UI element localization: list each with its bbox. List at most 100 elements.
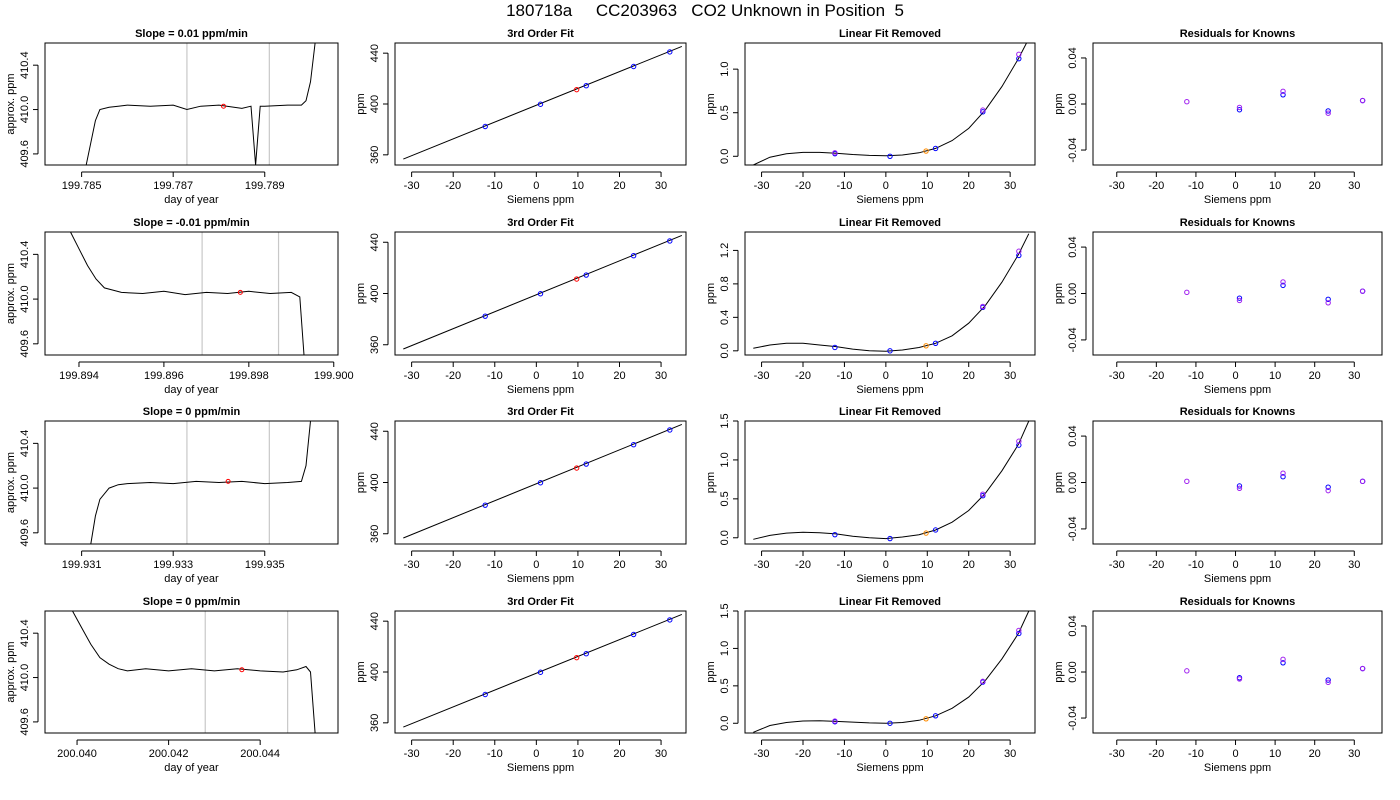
data-point-blue — [482, 691, 488, 698]
x-tick-label: -10 — [487, 559, 503, 571]
data-point-blue — [980, 109, 986, 115]
data-point-blue — [630, 63, 637, 70]
data-point-orange — [923, 343, 929, 349]
y-tick-label: -0.04 — [1067, 327, 1079, 352]
y-tick-label: 360 — [369, 714, 381, 732]
x-tick-label: 20 — [963, 370, 975, 382]
plot-frame — [744, 42, 1036, 166]
y-axis-label: ppm — [1053, 661, 1065, 682]
fit-curve — [753, 233, 1030, 352]
y-tick-label: 0.4 — [719, 310, 731, 325]
x-tick-label: 199.931 — [62, 559, 102, 571]
y-tick-label: 1.5 — [719, 413, 731, 428]
x-tick-label: 0 — [533, 748, 539, 760]
data-point-purple — [832, 150, 838, 156]
plot-area — [753, 611, 1030, 733]
y-tick-label: 409.6 — [19, 140, 31, 168]
y-axis-label: approx. ppm — [5, 452, 17, 513]
y-tick-label: 410.0 — [19, 664, 31, 692]
y-axis-label: ppm — [355, 93, 367, 114]
data-point-blue — [1236, 295, 1243, 301]
x-tick-label: -30 — [1109, 370, 1125, 382]
x-tick-label: 0 — [533, 370, 539, 382]
data-point-purple — [1184, 478, 1190, 485]
x-tick-label: -10 — [836, 559, 852, 571]
x-tick-label: 199.898 — [229, 370, 269, 382]
unknown-marker — [225, 478, 231, 484]
y-axis-label: approx. ppm — [5, 73, 17, 134]
y-tick-label: -0.04 — [1067, 137, 1079, 162]
panel-title: 3rd Order Fit — [507, 406, 574, 418]
plot-frame — [44, 610, 339, 734]
x-tick-label: -20 — [1148, 748, 1164, 760]
data-point-blue — [630, 253, 637, 259]
data-point-purple — [1280, 279, 1286, 285]
plot-area — [403, 45, 683, 160]
x-tick-label: -30 — [404, 180, 420, 192]
panel-title: Linear Fit Removed — [839, 406, 941, 418]
x-tick-label: 20 — [613, 559, 625, 571]
y-tick-label: 410.4 — [19, 430, 31, 458]
x-tick-label: -20 — [1148, 559, 1164, 571]
x-tick-label: 30 — [1004, 370, 1016, 382]
x-axis-label: Siemens ppm — [507, 762, 574, 774]
data-point-blue — [583, 461, 589, 467]
x-axis-label: day of year — [164, 194, 219, 206]
x-tick-label: 10 — [1269, 370, 1281, 382]
y-tick-label: -0.04 — [1067, 516, 1079, 541]
y-axis-label: ppm — [705, 93, 717, 114]
y-axis-label: ppm — [705, 283, 717, 304]
data-point-blue — [1280, 473, 1286, 480]
y-tick-label: 440 — [369, 422, 381, 440]
y-tick-label: 409.6 — [19, 708, 31, 736]
x-tick-label: -10 — [836, 180, 852, 192]
chart-panel-r4c3: Linear Fit Removed -30 -20 -10 0 10 20 30 Siemen… — [705, 596, 1036, 774]
y-tick-label: 0.0 — [719, 530, 731, 545]
x-tick-label: -10 — [487, 748, 503, 760]
data-point-blue — [932, 713, 939, 719]
x-tick-label: -10 — [836, 370, 852, 382]
y-axis-label: ppm — [355, 472, 367, 493]
y-axis-label: approx. ppm — [5, 641, 17, 702]
data-point-blue — [667, 49, 673, 55]
plot-area — [403, 423, 683, 539]
y-axis-label: ppm — [705, 661, 717, 682]
x-tick-label: 10 — [921, 559, 933, 571]
x-tick-label: -30 — [754, 370, 770, 382]
x-tick-label: 30 — [1004, 748, 1016, 760]
x-tick-label: 20 — [613, 180, 625, 192]
y-tick-label: 360 — [369, 336, 381, 354]
y-tick-label: 1.5 — [719, 603, 731, 618]
x-tick-label: 10 — [572, 559, 584, 571]
fit-curve — [753, 611, 1030, 733]
data-point-blue — [1016, 442, 1022, 448]
y-tick-label: 1.2 — [719, 243, 731, 258]
x-tick-label: 10 — [1269, 748, 1281, 760]
x-tick-label: 0 — [1232, 180, 1238, 192]
data-point-blue — [537, 101, 544, 107]
plot-frame — [394, 420, 687, 545]
x-tick-label: 0 — [1232, 370, 1238, 382]
y-tick-label: 410.0 — [19, 96, 31, 124]
x-tick-label: -20 — [795, 559, 811, 571]
plot-frame — [1092, 610, 1383, 734]
plot-area — [403, 613, 683, 728]
x-tick-label: -10 — [836, 748, 852, 760]
panel-title: Slope = 0 ppm/min — [143, 596, 241, 608]
plot-area — [753, 43, 1028, 165]
y-axis-label: ppm — [355, 283, 367, 304]
panel-title: 3rd Order Fit — [507, 596, 574, 608]
x-tick-label: -20 — [795, 180, 811, 192]
y-tick-label: 0.04 — [1067, 615, 1079, 636]
data-point-purple — [1016, 51, 1022, 58]
y-axis-label: ppm — [1053, 472, 1065, 493]
data-point-purple — [1280, 470, 1286, 476]
x-axis-label: Siemens ppm — [1204, 384, 1271, 396]
data-point-blue — [1016, 630, 1022, 637]
x-tick-label: 0 — [1232, 559, 1238, 571]
data-trace-line — [85, 43, 316, 165]
panel-title: Slope = 0 ppm/min — [143, 406, 241, 418]
data-point-blue — [887, 348, 893, 354]
data-point-purple — [1325, 487, 1331, 494]
